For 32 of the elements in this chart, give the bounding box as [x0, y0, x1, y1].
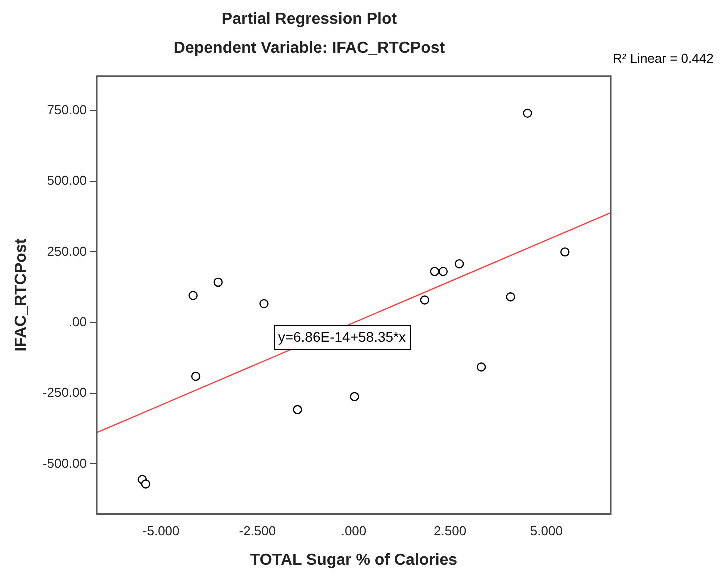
y-tick-label: 750.00 [47, 102, 87, 118]
point [420, 296, 430, 305]
point [141, 480, 151, 489]
point [454, 259, 464, 269]
point [506, 292, 516, 302]
y-tick-label: 500.00 [47, 173, 87, 188]
y-axis-title: IFAC_RTCPost [13, 238, 30, 352]
x-tick-label: -2.500 [239, 524, 276, 539]
point [260, 299, 269, 309]
x-tick-label: 2.500 [434, 524, 467, 539]
y-tick-label: .00 [68, 314, 87, 330]
y-tick-label: 250.00 [47, 244, 87, 259]
point [438, 267, 448, 276]
chart-title: Partial Regression Plot [222, 11, 398, 28]
y-tick-label: -250.00 [42, 385, 87, 400]
x-tick-label: -5.000 [142, 524, 180, 539]
x-tick-label: .000 [341, 524, 367, 539]
point [430, 267, 440, 276]
annotation: y=6.86E-14+58.35*x [278, 328, 406, 345]
point [350, 392, 360, 402]
point [293, 405, 302, 415]
point [188, 291, 198, 300]
x-axis-title: TOTAL Sugar % of Calories [250, 552, 458, 569]
text: R² Linear = 0.442 [613, 50, 714, 66]
point [476, 362, 486, 372]
point [523, 108, 532, 118]
y-tick-label: -500.00 [42, 456, 87, 471]
x-tick-label: 5.000 [530, 524, 563, 539]
point [191, 372, 201, 382]
chart-subtitle: Dependent Variable: IFAC_RTCPost [174, 40, 446, 58]
point [560, 248, 570, 257]
point [214, 278, 223, 288]
